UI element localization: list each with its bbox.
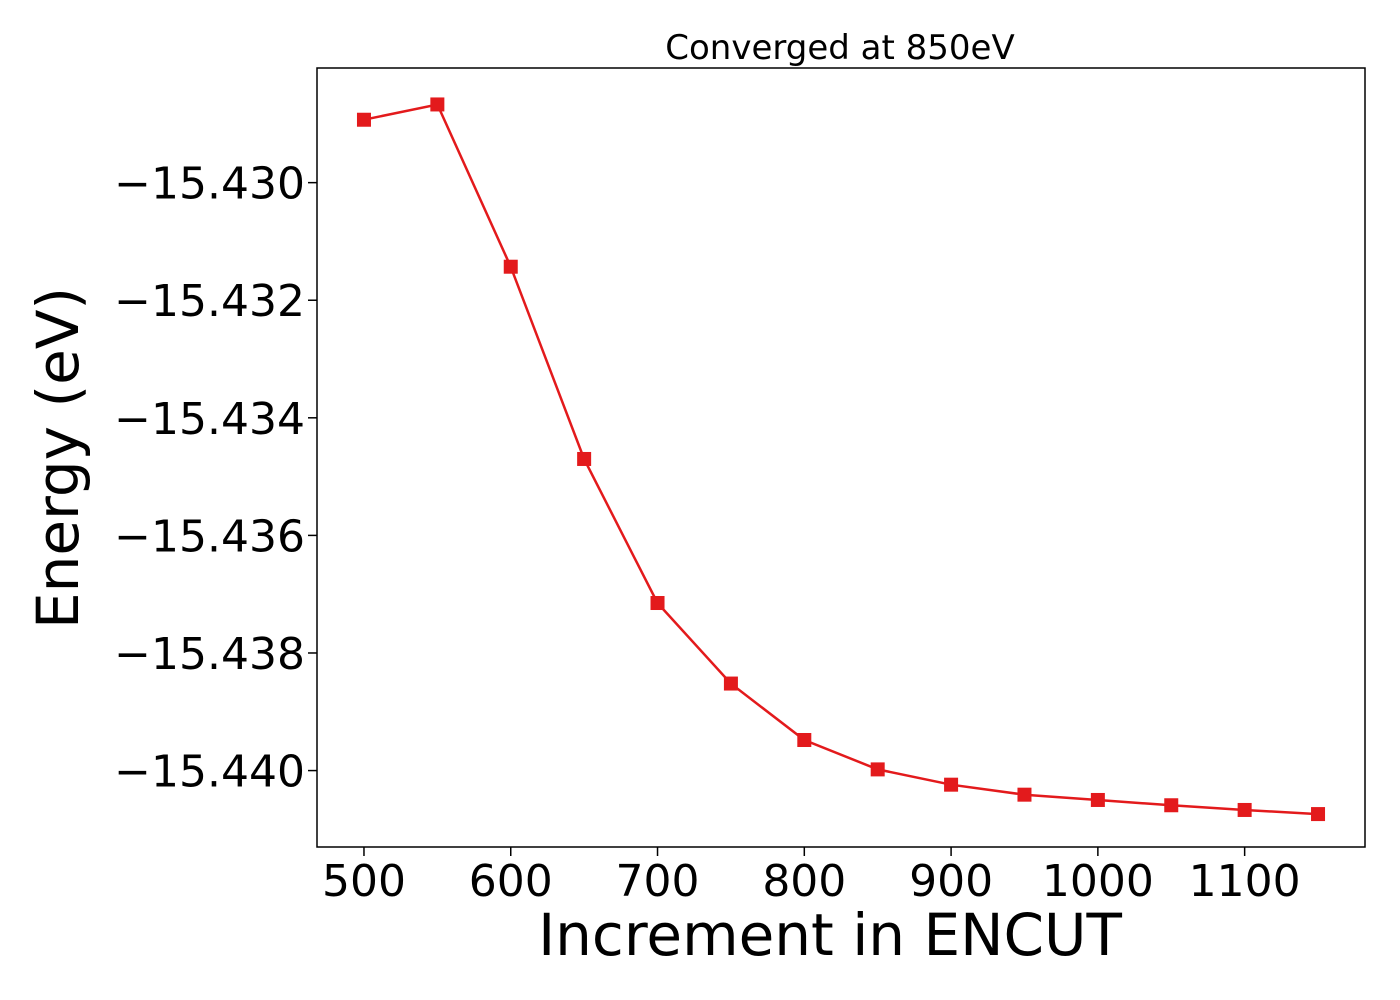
data-point-marker [1090, 792, 1105, 807]
y-axis-label: Energy (eV) [24, 287, 92, 629]
data-point-marker [577, 451, 592, 466]
x-tick-label: 500 [322, 856, 406, 907]
x-axis-ticks: 500 600 700 800 900 1000 1100 [322, 847, 1301, 907]
data-point-marker [650, 596, 665, 611]
x-tick-label: 700 [616, 856, 700, 907]
y-tick-label: −15.430 [114, 159, 305, 210]
data-point-marker [870, 762, 885, 777]
y-axis-ticks: −15.430 −15.432 −15.434 −15.436 −15.438 −15.4… [114, 159, 317, 798]
data-point-marker [356, 112, 371, 127]
data-point-marker [944, 777, 959, 792]
data-point-marker [430, 97, 445, 112]
data-point-marker [797, 732, 812, 747]
x-tick-label: 1100 [1189, 856, 1301, 907]
data-point-marker [503, 259, 518, 274]
y-tick-label: −15.434 [114, 394, 305, 445]
series-line [363, 103, 1319, 816]
data-point-marker [1311, 807, 1326, 822]
data-point-marker [1164, 798, 1179, 813]
y-tick-label: −15.440 [114, 747, 305, 798]
data-point-marker [1017, 787, 1032, 802]
x-tick-label: 800 [762, 856, 846, 907]
x-axis-label: Increment in ENCUT [538, 901, 1122, 969]
x-tick-label: 900 [909, 856, 993, 907]
y-tick-label: −15.438 [114, 629, 305, 680]
data-point-marker [723, 676, 738, 691]
y-tick-label: −15.436 [114, 511, 305, 562]
y-tick-label: −15.432 [114, 276, 305, 327]
series-layer [356, 97, 1326, 822]
chart-title: Converged at 850eV [665, 28, 1014, 68]
plot-area-frame [316, 67, 1366, 848]
data-point-marker [1237, 802, 1252, 817]
x-tick-label: 1000 [1042, 856, 1154, 907]
x-tick-label: 600 [469, 856, 553, 907]
